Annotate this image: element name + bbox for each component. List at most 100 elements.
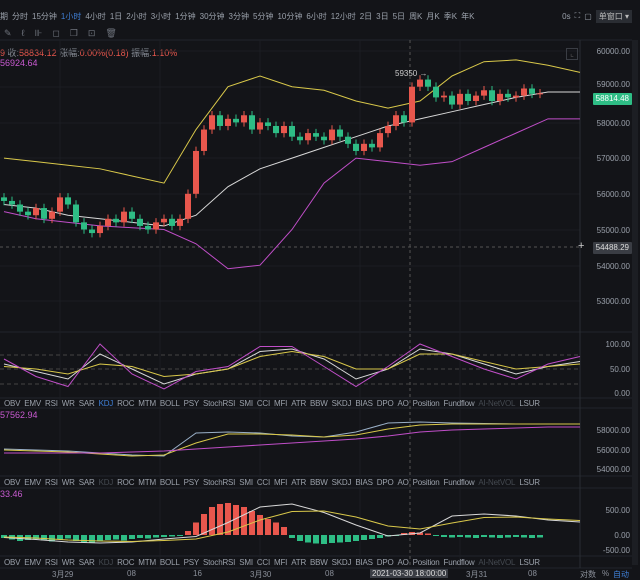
indicator-tab-psy[interactable]: PSY — [183, 478, 200, 487]
indicator-tab-dpo[interactable]: DPO — [376, 558, 394, 567]
indicator-tab-atr[interactable]: ATR — [291, 399, 307, 408]
layout-icon[interactable]: ▢ — [584, 11, 592, 21]
indicator-tab-dpo[interactable]: DPO — [376, 399, 394, 408]
indicator-tab-roc[interactable]: ROC — [117, 478, 135, 487]
timeframe-tab[interactable]: 2日 — [359, 11, 373, 21]
indicator-tab-boll[interactable]: BOLL — [159, 478, 180, 487]
screenshot-icon[interactable]: ⊡ — [87, 28, 96, 38]
indicator-tab-psy[interactable]: PSY — [183, 558, 200, 567]
timeframe-tab[interactable]: 4小时 — [85, 11, 106, 21]
indicator-tab-lsur[interactable]: LSUR — [519, 558, 540, 567]
timeframe-tab[interactable]: 年K — [461, 11, 475, 21]
window-mode-select[interactable]: 单窗口 ▾ — [595, 9, 632, 23]
indicator-tab-mtm[interactable]: MTM — [138, 558, 156, 567]
indicator-tab-obv[interactable]: OBV — [4, 399, 21, 408]
indicator-tab-sar[interactable]: SAR — [78, 399, 95, 408]
auto-scale-toggle[interactable]: 自动 — [613, 570, 629, 579]
indicator-tab-fundflow[interactable]: Fundflow — [443, 399, 475, 408]
indicator-tab-stochrsi[interactable]: StochRSI — [203, 478, 236, 487]
indicator-tab-ai-netvol[interactable]: AI-NetVOL — [478, 399, 516, 408]
timeframe-tab[interactable]: 5日 — [392, 11, 406, 21]
lock-icon[interactable]: ◻ — [52, 28, 60, 38]
indicator-tab-lsur[interactable]: LSUR — [519, 478, 540, 487]
timeframe-tab[interactable]: 6小时 — [306, 11, 327, 21]
indicator-tab-cci[interactable]: CCI — [256, 478, 271, 487]
indicator-tab-emv[interactable]: EMV — [24, 399, 42, 408]
indicator-tab-sar[interactable]: SAR — [78, 558, 95, 567]
indicator-tab-wr[interactable]: WR — [61, 478, 75, 487]
timeframe-tab[interactable]: 月K — [426, 11, 440, 21]
indicator-tab-position[interactable]: Position — [412, 558, 440, 567]
add-alert-icon[interactable]: + — [578, 240, 585, 252]
indicator-tab-bbw[interactable]: BBW — [310, 478, 328, 487]
collapse-icon[interactable]: ⌞ — [566, 48, 578, 60]
indicator-tab-obv[interactable]: OBV — [4, 478, 21, 487]
timeframe-tab[interactable]: 15分钟 — [32, 11, 57, 21]
timeframe-tab[interactable]: 1日 — [109, 11, 123, 21]
timeframe-tab[interactable]: 30分钟 — [199, 11, 225, 21]
timeframe-tab[interactable]: 5分钟 — [252, 11, 274, 21]
timeframe-tab[interactable]: 1小时 — [60, 11, 82, 21]
brush-icon[interactable]: ℓ — [21, 28, 25, 38]
scrollbar[interactable] — [632, 40, 638, 565]
indicator-tab-mfi[interactable]: MFI — [274, 478, 288, 487]
indicator-tab-smi[interactable]: SMI — [239, 399, 253, 408]
indicator-tab-obv[interactable]: OBV — [4, 558, 21, 567]
indicator-tab-sar[interactable]: SAR — [78, 478, 95, 487]
pencil-icon[interactable]: ✎ — [4, 28, 12, 38]
indicator-tab-smi[interactable]: SMI — [239, 558, 253, 567]
indicator-tab-kdj[interactable]: KDJ — [98, 478, 114, 487]
timeframe-tab[interactable]: 12小时 — [330, 11, 356, 21]
indicator-tab-bias[interactable]: BIAS — [355, 558, 373, 567]
indicator-tab-wr[interactable]: WR — [61, 558, 75, 567]
indicator-tab-smi[interactable]: SMI — [239, 478, 253, 487]
period-dropdown[interactable]: 期 — [0, 11, 8, 21]
percent-toggle[interactable]: % — [602, 569, 610, 578]
timeframe-tab[interactable]: 3小时 — [150, 11, 172, 21]
indicator-tab-skdj[interactable]: SKDJ — [331, 478, 352, 487]
copy-icon[interactable]: ❐ — [69, 28, 78, 38]
indicator-tab-boll[interactable]: BOLL — [159, 399, 180, 408]
indicator-tab-skdj[interactable]: SKDJ — [331, 558, 352, 567]
indicator-tab-kdj[interactable]: KDJ — [98, 558, 114, 567]
indicator-tab-mfi[interactable]: MFI — [274, 399, 288, 408]
indicator-tab-rsi[interactable]: RSI — [45, 399, 58, 408]
indicator-tab-position[interactable]: Position — [412, 478, 440, 487]
indicator-tab-skdj[interactable]: SKDJ — [331, 399, 352, 408]
indicator-tab-emv[interactable]: EMV — [24, 478, 42, 487]
timeframe-tab[interactable]: 分时 — [12, 11, 28, 21]
indicator-tab-roc[interactable]: ROC — [117, 558, 135, 567]
indicator-tab-rsi[interactable]: RSI — [45, 558, 58, 567]
indicator-tab-stochrsi[interactable]: StochRSI — [203, 399, 236, 408]
indicator-tab-dpo[interactable]: DPO — [376, 478, 394, 487]
timeframe-tab[interactable]: 3日 — [376, 11, 389, 21]
indicator-tab-atr[interactable]: ATR — [291, 478, 307, 487]
indicator-tab-boll[interactable]: BOLL — [159, 558, 180, 567]
indicator-tab-ao[interactable]: AO — [397, 478, 409, 487]
fullscreen-icon[interactable]: ⛶ — [574, 11, 581, 20]
indicator-tab-bias[interactable]: BIAS — [355, 399, 373, 408]
timeframe-tab[interactable]: 10分钟 — [277, 11, 303, 21]
indicator-tab-psy[interactable]: PSY — [183, 399, 200, 408]
indicator-tab-stochrsi[interactable]: StochRSI — [203, 558, 236, 567]
indicator-tab-bbw[interactable]: BBW — [310, 558, 328, 567]
timeframe-tab[interactable]: 1分钟 — [175, 11, 196, 21]
indicator-tab-mfi[interactable]: MFI — [274, 558, 288, 567]
indicator-tab-mtm[interactable]: MTM — [138, 478, 156, 487]
ruler-icon[interactable]: ⊪ — [34, 28, 43, 38]
indicator-tab-fundflow[interactable]: Fundflow — [443, 478, 475, 487]
indicator-tab-ao[interactable]: AO — [397, 558, 409, 567]
indicator-tab-ao[interactable]: AO — [397, 399, 409, 408]
indicator-tab-mtm[interactable]: MTM — [138, 399, 156, 408]
timeframe-tab[interactable]: 周K — [409, 11, 423, 21]
indicator-tab-cci[interactable]: CCI — [256, 399, 271, 408]
indicator-tab-fundflow[interactable]: Fundflow — [443, 558, 475, 567]
indicator-tab-ai-netvol[interactable]: AI-NetVOL — [478, 478, 516, 487]
indicator-tab-lsur[interactable]: LSUR — [519, 399, 540, 408]
indicator-tab-bias[interactable]: BIAS — [355, 478, 373, 487]
timeframe-tab[interactable]: 2小时 — [126, 11, 147, 21]
indicator-tab-rsi[interactable]: RSI — [45, 478, 58, 487]
indicator-tab-ai-netvol[interactable]: AI-NetVOL — [478, 558, 516, 567]
indicator-tab-position[interactable]: Position — [412, 399, 440, 408]
